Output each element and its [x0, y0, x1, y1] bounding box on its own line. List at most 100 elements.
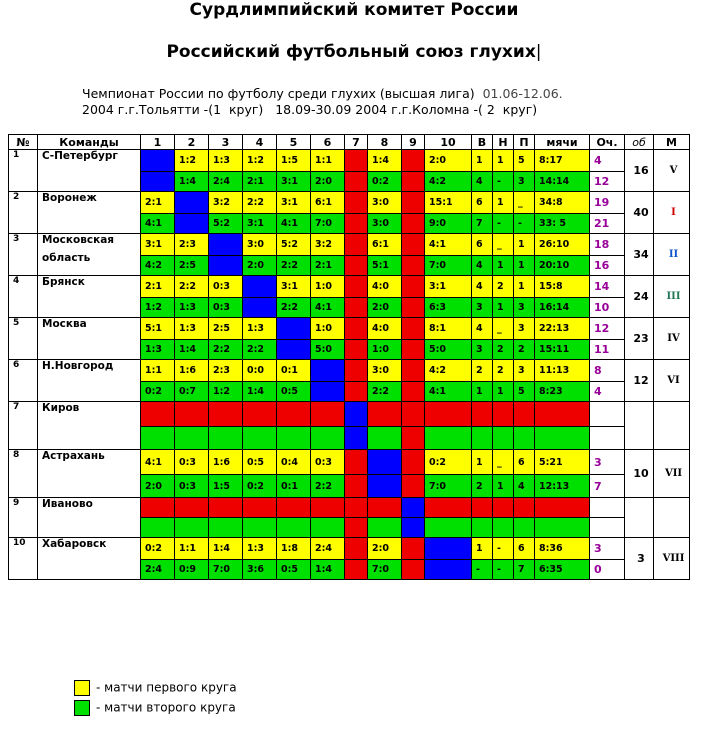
- total-points-cell: 40: [624, 191, 654, 234]
- column-header-1: Команды: [37, 134, 141, 150]
- score-cell: 1:5: [276, 149, 311, 172]
- team-name-cell: Иваново: [37, 497, 141, 538]
- column-header-7: 6: [310, 134, 345, 150]
- team-name: Астрахань: [42, 450, 105, 463]
- draws-cell: 1: [492, 149, 514, 172]
- score-cell: 0:2: [367, 171, 402, 192]
- table-row: 9 Иваново: [8, 497, 690, 538]
- score-cell: 3:0: [242, 233, 277, 256]
- score-cell: [367, 497, 402, 518]
- score-cell: [424, 517, 472, 538]
- score-cell: 2:2: [242, 191, 277, 214]
- draws-cell: -: [492, 171, 514, 192]
- round-points-cell: 16: [589, 255, 625, 276]
- place-cell: II: [653, 233, 690, 276]
- score-cell: 1:4: [174, 339, 209, 360]
- total-points-cell: [624, 401, 654, 450]
- score-cell: [242, 426, 277, 450]
- goals-cell: 14:14: [534, 171, 590, 192]
- score-cell: 3:1: [140, 233, 175, 256]
- score-cell: [208, 426, 243, 450]
- wins-cell: 2: [471, 359, 493, 382]
- score-cell: 9:0: [424, 213, 472, 234]
- table-row: 1:3 1:4 2:2 2:2 5:0 1:0 5:0 3 2 2 15:11 11: [9, 339, 690, 360]
- score-cell: 2:3: [174, 233, 209, 256]
- score-cell: 1:3: [242, 537, 277, 560]
- text-cursor: |: [535, 42, 542, 62]
- score-cell: 2:1: [140, 191, 175, 214]
- column-header-10: 9: [401, 134, 425, 150]
- total-points-cell: [624, 497, 654, 538]
- score-cell: 2:0: [367, 297, 402, 318]
- table-row: 5 Москва 5:1 1:3 2:5 1:3 1:0 4:0 8:1 4 _ 3 22:13 12 23…: [8, 317, 690, 360]
- score-cell: 2:5: [208, 317, 243, 340]
- column-header-13: Н: [492, 134, 514, 150]
- score-cell: [344, 171, 368, 192]
- round-points-cell: 12: [589, 171, 625, 192]
- score-cell: 4:2: [424, 171, 472, 192]
- draws-cell: 1: [492, 381, 514, 402]
- score-cell: 2:4: [208, 171, 243, 192]
- column-header-5: 4: [242, 134, 277, 150]
- score-cell: 5:2: [276, 233, 311, 256]
- table-row: 0:2 0:7 1:2 1:4 0:5 2:2 4:1 1 1 5 8:23 4: [9, 381, 690, 402]
- score-cell: [344, 255, 368, 276]
- score-cell: 0:2: [140, 537, 175, 560]
- score-cell: [174, 401, 209, 427]
- score-cell: 1:1: [174, 537, 209, 560]
- legend-second-round: - матчи второго круга: [74, 700, 236, 716]
- score-cell: 2:2: [276, 297, 311, 318]
- losses-cell: 6: [513, 449, 535, 475]
- round-points-cell: 18: [589, 233, 625, 256]
- score-cell: [367, 449, 402, 475]
- score-cell: 0:3: [310, 449, 345, 475]
- place-cell: III: [653, 275, 690, 318]
- score-cell: [174, 213, 209, 234]
- score-cell: 1:4: [208, 537, 243, 560]
- team-name-line2: область: [42, 252, 91, 264]
- score-cell: [310, 426, 345, 450]
- place-cell: [653, 497, 690, 538]
- team-name-cell: Брянск: [37, 275, 141, 318]
- losses-cell: 5: [513, 381, 535, 402]
- round-points-cell: 0: [589, 559, 625, 580]
- goals-cell: 5:21: [534, 449, 590, 475]
- score-cell: 3:2: [208, 191, 243, 214]
- team-name: Брянск: [42, 276, 85, 289]
- score-cell: [310, 381, 345, 402]
- round1-venue: 2004 г.г.Тольятти -(1 круг): [82, 102, 264, 117]
- score-cell: 5:0: [424, 339, 472, 360]
- round-points-cell: 14: [589, 275, 625, 298]
- score-cell: [242, 401, 277, 427]
- column-header-4: 3: [208, 134, 243, 150]
- table-row: 4 Брянск 2:1 2:2 0:3 3:1 1:0 4:0 3:1 4 2 1 15:8 14 24 I…: [8, 275, 690, 318]
- score-cell: 1:3: [208, 149, 243, 172]
- score-cell: 1:6: [208, 449, 243, 475]
- score-cell: 1:2: [174, 149, 209, 172]
- score-cell: 2:0: [367, 537, 402, 560]
- score-cell: [401, 359, 425, 382]
- table-row: 10 Хабаровск 0:2 1:1 1:4 1:3 1:8 2:4 2:0 1-6 8:36 3…: [8, 537, 690, 580]
- round-points-cell: [589, 401, 625, 427]
- team-name: Москва: [42, 318, 87, 331]
- score-cell: 2:0: [424, 149, 472, 172]
- round-points-cell: [589, 497, 625, 518]
- score-cell: [310, 401, 345, 427]
- score-cell: 2:2: [242, 339, 277, 360]
- score-cell: 2:1: [242, 171, 277, 192]
- goals-cell: 6:35: [534, 559, 590, 580]
- wins-cell: [471, 517, 493, 538]
- score-cell: [174, 497, 209, 518]
- team-number: 4: [8, 275, 38, 318]
- championship-info: Чемпионат России по футболу среди глухих…: [82, 86, 563, 118]
- team-name-cell: Москва: [37, 317, 141, 360]
- losses-cell: 3: [513, 359, 535, 382]
- wins-cell: 7: [471, 213, 493, 234]
- team-name-cell: Хабаровск: [37, 537, 141, 580]
- page-title: Сурдлимпийский комитет России: [189, 0, 519, 20]
- goals-cell: 8:23: [534, 381, 590, 402]
- goals-cell: 16:14: [534, 297, 590, 318]
- score-cell: 3:1: [424, 275, 472, 298]
- score-cell: [424, 559, 472, 580]
